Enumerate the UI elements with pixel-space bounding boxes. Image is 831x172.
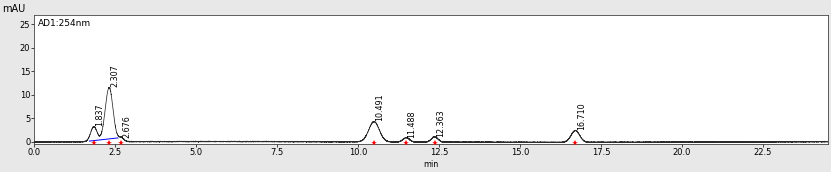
Text: 2.676: 2.676 (122, 115, 131, 138)
Text: 2.307: 2.307 (111, 64, 120, 87)
Text: 1.837: 1.837 (96, 104, 104, 126)
Text: mAU: mAU (2, 3, 25, 13)
Text: 10.491: 10.491 (376, 94, 385, 121)
Text: 11.488: 11.488 (408, 110, 416, 138)
Text: 16.710: 16.710 (577, 103, 586, 130)
Text: 12.363: 12.363 (436, 109, 445, 137)
Text: AD1:254nm: AD1:254nm (38, 19, 91, 28)
X-axis label: min: min (423, 159, 439, 169)
